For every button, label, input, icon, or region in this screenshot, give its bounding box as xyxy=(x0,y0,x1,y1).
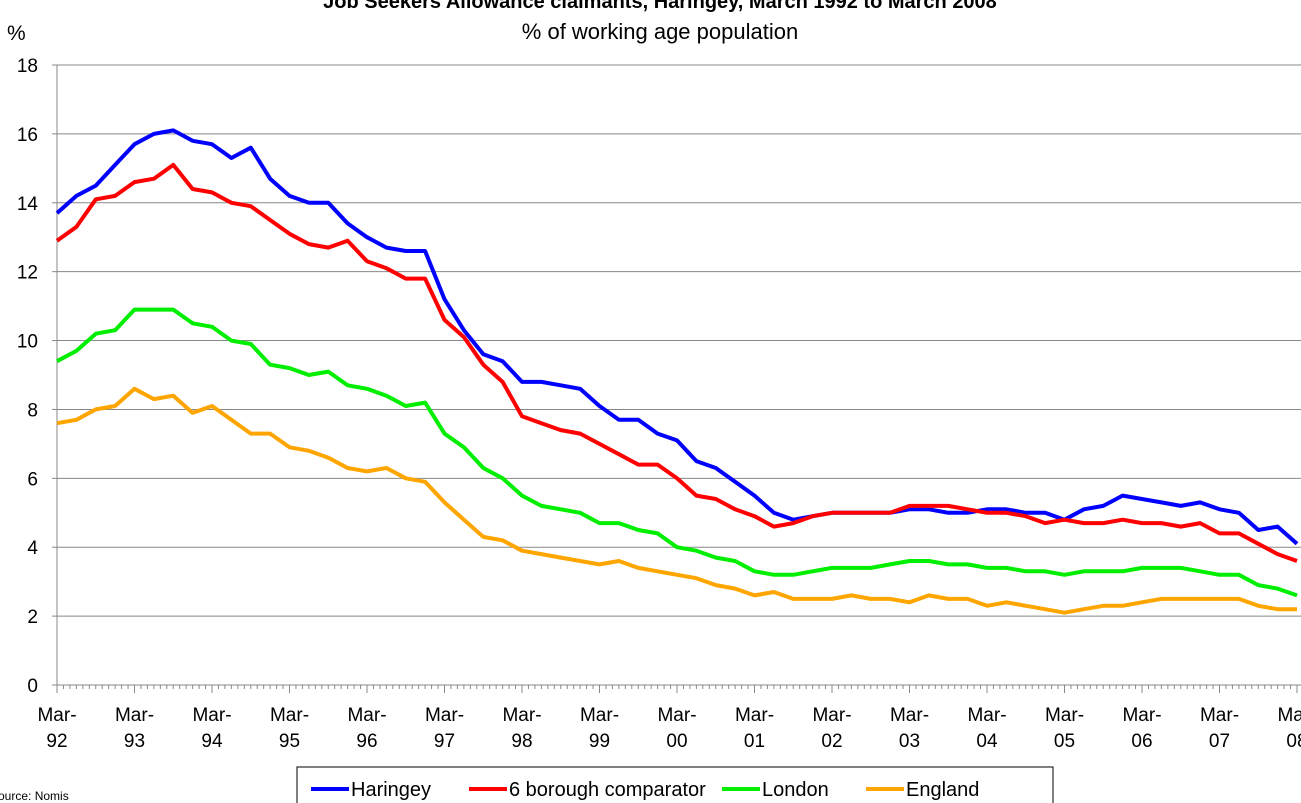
legend-label: Haringey xyxy=(351,779,431,801)
y-tick-label: 16 xyxy=(17,125,38,146)
series-line xyxy=(56,307,1298,598)
y-tick-label: 4 xyxy=(27,538,38,559)
legend-label: 6 borough comparator xyxy=(509,779,706,801)
y-tick-label: 8 xyxy=(27,400,38,421)
x-tick-label: Mar-93 xyxy=(114,705,155,752)
legend-label: London xyxy=(762,779,829,801)
y-tick-label: 12 xyxy=(17,263,38,284)
y-tick-label: 2 xyxy=(27,607,38,628)
y-tick-label: 0 xyxy=(27,676,38,697)
y-tick-label: 10 xyxy=(17,332,38,353)
x-tick-label: Mar-03 xyxy=(889,705,930,752)
x-tick-label: Mar-06 xyxy=(1122,705,1162,752)
x-tick-label: Mar-04 xyxy=(967,705,1007,752)
x-tick-label: Mar-00 xyxy=(657,705,697,752)
x-tick-label: Mar-02 xyxy=(812,705,852,752)
x-tick-label: Mar-99 xyxy=(579,705,620,752)
series-line xyxy=(55,128,1299,546)
x-tick-label: Mar-97 xyxy=(424,705,465,752)
x-tick-label: Mar-95 xyxy=(269,705,310,752)
y-tick-label: 14 xyxy=(17,194,39,215)
x-tick-label: Mar-07 xyxy=(1199,705,1240,752)
y-axis-label: % xyxy=(7,22,26,45)
x-tick-label: Mar-05 xyxy=(1044,705,1085,752)
y-tick-label: 18 xyxy=(17,56,38,77)
series-line xyxy=(55,162,1298,563)
chart-subtitle: % of working age population xyxy=(522,19,798,44)
source-note: Source: Nomis xyxy=(0,789,69,803)
x-tick-label: Mar-98 xyxy=(502,705,542,752)
x-tick-label: Mar-01 xyxy=(734,705,775,752)
x-tick-label: Mar-92 xyxy=(37,705,77,752)
series-line xyxy=(56,386,1297,615)
legend-label: England xyxy=(906,779,979,801)
y-tick-label: 6 xyxy=(27,469,38,490)
x-tick-label: Mar-94 xyxy=(192,705,232,752)
chart-title: Job Seekers Allowance claimants, Haringe… xyxy=(323,0,997,13)
x-tick-label: Mar-08 xyxy=(1277,705,1301,752)
x-tick-label: Mar-96 xyxy=(347,705,387,752)
legend-box xyxy=(296,766,1054,803)
